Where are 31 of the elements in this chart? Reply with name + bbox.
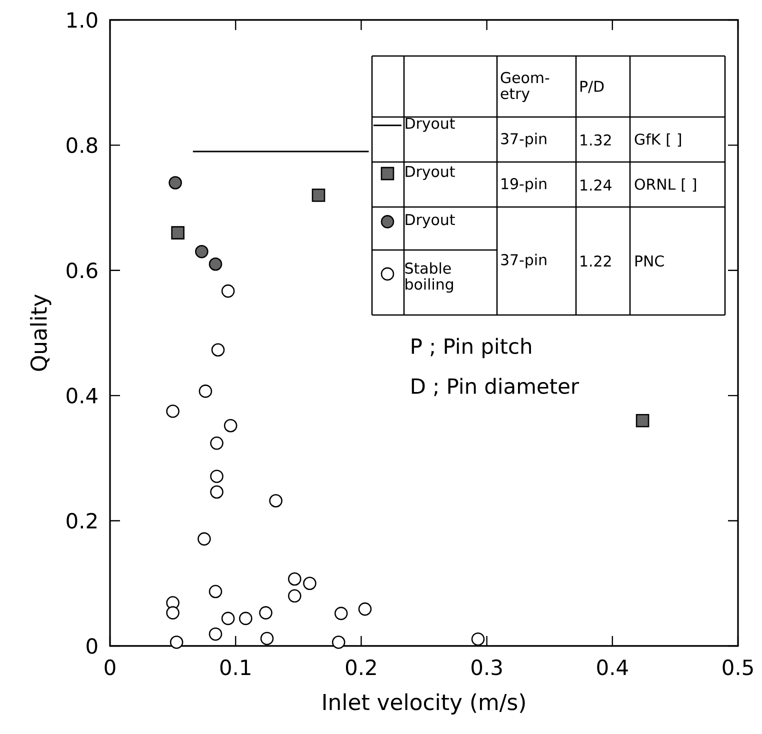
- x-axis-title: Inlet velocity (m/s): [323, 693, 525, 715]
- annotation: 1.24: [580, 179, 612, 191]
- y-tick-label: 0.6: [66, 262, 98, 278]
- annotation: ORNL [ ]: [634, 178, 696, 192]
- y-tick-label: 0.2: [66, 512, 96, 529]
- legend-label: Dryout: [406, 166, 455, 180]
- annotation: D ; Pin diameter: [412, 378, 580, 396]
- legend-label: Dryout: [406, 214, 455, 228]
- x-tick-label: 0.5: [722, 659, 753, 676]
- y-tick-label: 0.8: [66, 137, 98, 154]
- x-tick-label: 0.4: [597, 659, 628, 676]
- legend-label: Stable boiling: [405, 262, 453, 293]
- annotation: 37-pin: [501, 254, 546, 268]
- annotation: P ; Pin pitch: [412, 338, 531, 358]
- x-tick-label: 0.1: [220, 659, 250, 676]
- annotation: 1.22: [580, 255, 611, 267]
- legend-label: Dryout: [406, 118, 455, 132]
- y-tick-label: 0.4: [66, 388, 98, 404]
- y-axis-title: Quality: [30, 294, 52, 371]
- annotation: PNC: [635, 255, 664, 267]
- x-tick-label: 0.3: [472, 659, 502, 676]
- annotation: 37-pin: [501, 132, 546, 148]
- y-tick-label: 0: [86, 638, 98, 654]
- annotation: P/D: [580, 80, 604, 94]
- annotation: 1.32: [580, 134, 611, 146]
- x-tick-label: 0.2: [346, 659, 376, 676]
- annotation: 19-pin: [502, 178, 546, 192]
- annotation: GfK [ ]: [634, 133, 681, 147]
- annotation: Geom- etry: [500, 72, 550, 102]
- x-tick-label: 0: [104, 659, 116, 676]
- y-tick-label: 1.0: [68, 12, 98, 28]
